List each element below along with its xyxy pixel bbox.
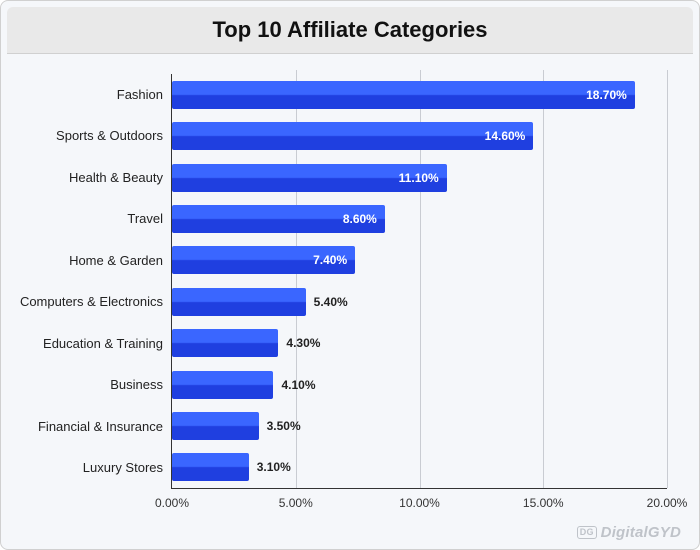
y-axis-label: Computers & Electronics [20,295,163,309]
bar-value-label: 14.60% [485,129,526,143]
chart-title: Top 10 Affiliate Categories [19,17,681,43]
y-axis-label: Fashion [117,88,163,102]
bar: 18.70% [172,81,635,109]
brand-watermark: DG DigitalGYD [577,524,681,541]
bar-value-label: 3.10% [257,460,291,474]
title-bar: Top 10 Affiliate Categories [7,7,693,54]
bar-value-label: 18.70% [586,88,627,102]
bar: 4.10% [172,371,273,399]
bar: 3.10% [172,453,249,481]
y-axis-label: Education & Training [43,337,163,351]
y-axis-label: Home & Garden [69,254,163,268]
chart-card: Top 10 Affiliate Categories Fashion Sport… [0,0,700,550]
bar-value-label: 3.50% [267,419,301,433]
bar-value-label: 4.10% [281,378,315,392]
bar-value-label: 4.30% [286,336,320,350]
y-axis-label: Travel [127,212,163,226]
x-tick-label: 20.00% [647,496,688,510]
chart-area: Fashion Sports & Outdoors Health & Beauty T… [1,54,699,549]
bar: 7.40% [172,246,355,274]
x-tick-label: 0.00% [155,496,189,510]
bar-value-label: 8.60% [343,212,377,226]
y-axis-label: Health & Beauty [69,171,163,185]
bar: 11.10% [172,164,447,192]
grid-line [543,70,544,488]
y-axis-label: Luxury Stores [83,461,163,475]
brand-badge: DG [577,526,597,539]
bar: 5.40% [172,288,306,316]
bar-value-label: 5.40% [314,295,348,309]
y-axis-label: Financial & Insurance [38,420,163,434]
brand-text: DigitalGYD [601,524,681,541]
bar-value-label: 7.40% [313,253,347,267]
grid-line [667,70,668,488]
bar-value-label: 11.10% [399,171,439,185]
bar: 4.30% [172,329,278,357]
x-tick-label: 5.00% [279,496,313,510]
bar: 8.60% [172,205,385,233]
x-tick-label: 15.00% [523,496,564,510]
x-tick-label: 10.00% [399,496,440,510]
plot-area: 0.00%5.00%10.00%15.00%20.00%18.70%14.60%… [171,74,667,489]
y-axis-label: Business [110,378,163,392]
y-axis-label: Sports & Outdoors [56,129,163,143]
y-axis-labels: Fashion Sports & Outdoors Health & Beauty T… [1,74,163,489]
bar: 14.60% [172,122,533,150]
bar: 3.50% [172,412,259,440]
